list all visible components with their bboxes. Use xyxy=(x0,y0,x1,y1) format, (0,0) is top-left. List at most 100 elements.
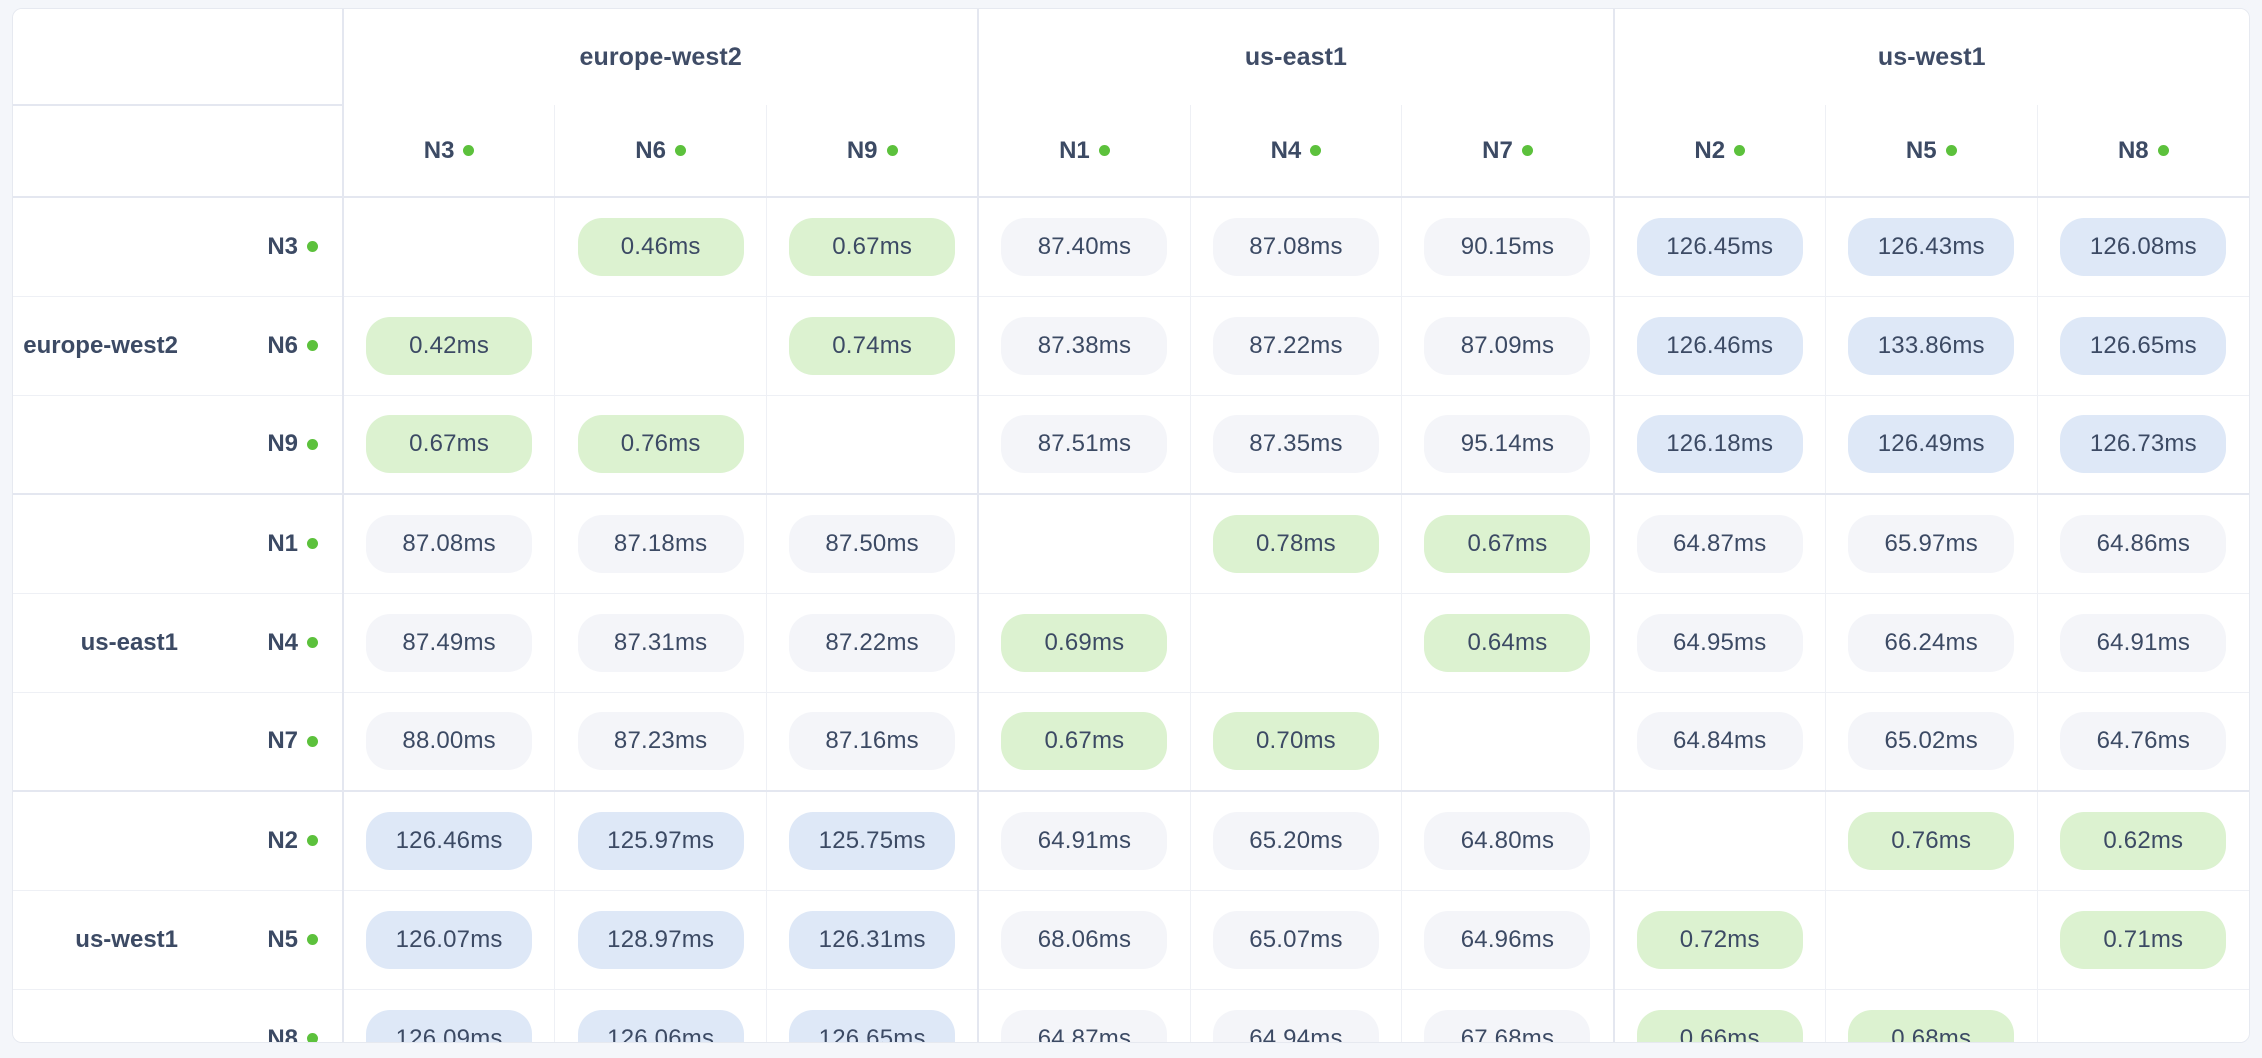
latency-cell[interactable] xyxy=(1401,692,1615,792)
latency-cell[interactable]: 126.18ms xyxy=(1613,395,1826,495)
latency-cell[interactable]: 0.78ms xyxy=(1190,494,1403,594)
latency-cell[interactable]: 87.22ms xyxy=(1190,296,1403,396)
latency-cell[interactable]: 0.67ms xyxy=(1401,494,1615,594)
latency-cell[interactable]: 64.95ms xyxy=(1613,593,1826,693)
latency-cell[interactable]: 126.49ms xyxy=(1825,395,2038,495)
latency-cell[interactable]: 64.91ms xyxy=(2037,593,2249,693)
latency-cell[interactable]: 67.68ms xyxy=(1401,989,1615,1042)
row-header-n7[interactable]: N7 xyxy=(178,692,344,792)
latency-cell[interactable]: 87.22ms xyxy=(766,593,980,693)
latency-cell[interactable] xyxy=(766,395,980,495)
row-header-n3[interactable]: N3 xyxy=(178,197,344,297)
latency-cell[interactable]: 64.87ms xyxy=(978,989,1191,1042)
latency-cell[interactable]: 126.09ms xyxy=(343,989,556,1042)
latency-cell[interactable] xyxy=(1190,593,1403,693)
latency-cell[interactable]: 0.72ms xyxy=(1613,890,1826,990)
latency-cell[interactable]: 87.18ms xyxy=(554,494,768,594)
column-header-n7[interactable]: N7 xyxy=(1401,105,1615,198)
latency-cell[interactable]: 87.09ms xyxy=(1401,296,1615,396)
column-header-n6[interactable]: N6 xyxy=(554,105,768,198)
column-header-n5[interactable]: N5 xyxy=(1825,105,2038,198)
latency-cell[interactable]: 95.14ms xyxy=(1401,395,1615,495)
latency-cell[interactable]: 88.00ms xyxy=(343,692,556,792)
row-header-n8[interactable]: N8 xyxy=(178,989,344,1042)
latency-cell[interactable]: 125.97ms xyxy=(554,791,768,891)
latency-cell[interactable] xyxy=(343,197,556,297)
latency-cell[interactable]: 125.75ms xyxy=(766,791,980,891)
column-header-n8[interactable]: N8 xyxy=(2037,105,2249,198)
row-header-n9[interactable]: N9 xyxy=(178,395,344,495)
latency-cell[interactable]: 126.46ms xyxy=(1613,296,1826,396)
latency-cell[interactable] xyxy=(1613,791,1826,891)
latency-cell[interactable]: 0.46ms xyxy=(554,197,768,297)
latency-cell[interactable]: 128.97ms xyxy=(554,890,768,990)
latency-cell[interactable]: 87.16ms xyxy=(766,692,980,792)
latency-cell[interactable]: 64.86ms xyxy=(2037,494,2249,594)
latency-cell[interactable]: 65.02ms xyxy=(1825,692,2038,792)
latency-cell[interactable]: 0.68ms xyxy=(1825,989,2038,1042)
row-header-n1[interactable]: N1 xyxy=(178,494,344,594)
row-header-n6[interactable]: N6 xyxy=(178,296,344,396)
latency-cell[interactable]: 64.91ms xyxy=(978,791,1191,891)
latency-cell[interactable]: 126.06ms xyxy=(554,989,768,1042)
latency-cell[interactable]: 64.94ms xyxy=(1190,989,1403,1042)
latency-cell[interactable]: 0.70ms xyxy=(1190,692,1403,792)
latency-cell[interactable]: 64.87ms xyxy=(1613,494,1826,594)
latency-cell[interactable]: 64.84ms xyxy=(1613,692,1826,792)
latency-pill-high: 126.31ms xyxy=(789,910,956,969)
column-header-n4[interactable]: N4 xyxy=(1190,105,1403,198)
latency-cell[interactable]: 126.08ms xyxy=(2037,197,2249,297)
latency-cell[interactable] xyxy=(554,296,768,396)
latency-cell[interactable]: 126.45ms xyxy=(1613,197,1826,297)
latency-cell[interactable]: 87.31ms xyxy=(554,593,768,693)
row-header-n2[interactable]: N2 xyxy=(178,791,344,891)
latency-cell[interactable] xyxy=(978,494,1191,594)
latency-cell[interactable]: 126.07ms xyxy=(343,890,556,990)
latency-cell[interactable]: 126.46ms xyxy=(343,791,556,891)
latency-cell[interactable]: 66.24ms xyxy=(1825,593,2038,693)
latency-cell[interactable]: 65.07ms xyxy=(1190,890,1403,990)
latency-cell[interactable]: 64.76ms xyxy=(2037,692,2249,792)
column-header-n2[interactable]: N2 xyxy=(1613,105,1826,198)
column-header-n3[interactable]: N3 xyxy=(343,105,556,198)
latency-cell[interactable]: 87.38ms xyxy=(978,296,1191,396)
latency-cell[interactable]: 68.06ms xyxy=(978,890,1191,990)
latency-cell[interactable]: 87.40ms xyxy=(978,197,1191,297)
latency-cell[interactable]: 87.08ms xyxy=(1190,197,1403,297)
latency-cell[interactable]: 0.74ms xyxy=(766,296,980,396)
latency-cell[interactable] xyxy=(2037,989,2249,1042)
latency-cell[interactable]: 126.73ms xyxy=(2037,395,2249,495)
latency-cell[interactable]: 87.51ms xyxy=(978,395,1191,495)
latency-cell[interactable]: 126.31ms xyxy=(766,890,980,990)
latency-cell[interactable]: 87.35ms xyxy=(1190,395,1403,495)
row-header-n5[interactable]: N5 xyxy=(178,890,344,990)
column-header-n9[interactable]: N9 xyxy=(766,105,980,198)
latency-cell[interactable]: 0.67ms xyxy=(978,692,1191,792)
latency-cell[interactable]: 90.15ms xyxy=(1401,197,1615,297)
latency-cell[interactable]: 126.43ms xyxy=(1825,197,2038,297)
latency-cell[interactable]: 64.80ms xyxy=(1401,791,1615,891)
latency-cell[interactable]: 0.69ms xyxy=(978,593,1191,693)
latency-cell[interactable]: 0.76ms xyxy=(1825,791,2038,891)
latency-cell[interactable]: 87.08ms xyxy=(343,494,556,594)
latency-cell[interactable]: 0.67ms xyxy=(343,395,556,495)
latency-cell[interactable] xyxy=(1825,890,2038,990)
latency-cell[interactable]: 0.62ms xyxy=(2037,791,2249,891)
latency-cell[interactable]: 65.97ms xyxy=(1825,494,2038,594)
latency-cell[interactable]: 126.65ms xyxy=(766,989,980,1042)
latency-cell[interactable]: 0.76ms xyxy=(554,395,768,495)
latency-cell[interactable]: 133.86ms xyxy=(1825,296,2038,396)
latency-cell[interactable]: 0.67ms xyxy=(766,197,980,297)
latency-cell[interactable]: 87.23ms xyxy=(554,692,768,792)
latency-cell[interactable]: 87.50ms xyxy=(766,494,980,594)
latency-cell[interactable]: 126.65ms xyxy=(2037,296,2249,396)
latency-cell[interactable]: 0.64ms xyxy=(1401,593,1615,693)
latency-cell[interactable]: 0.42ms xyxy=(343,296,556,396)
latency-cell[interactable]: 0.66ms xyxy=(1613,989,1826,1042)
latency-cell[interactable]: 64.96ms xyxy=(1401,890,1615,990)
column-header-n1[interactable]: N1 xyxy=(978,105,1191,198)
row-header-n4[interactable]: N4 xyxy=(178,593,344,693)
latency-cell[interactable]: 0.71ms xyxy=(2037,890,2249,990)
latency-cell[interactable]: 65.20ms xyxy=(1190,791,1403,891)
latency-cell[interactable]: 87.49ms xyxy=(343,593,556,693)
